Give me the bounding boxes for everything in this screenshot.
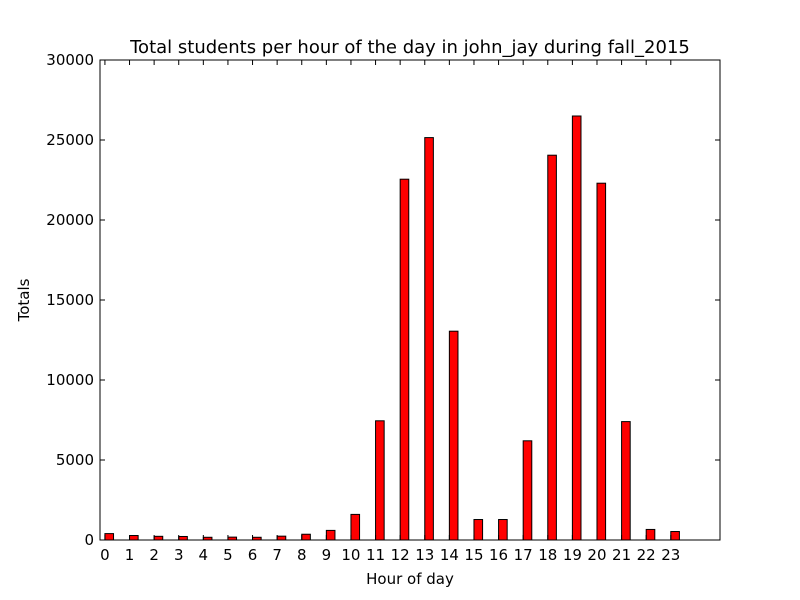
y-tick-label: 30000: [46, 51, 94, 69]
x-tick-label: 12: [391, 546, 410, 564]
y-axis-label: Totals: [15, 278, 33, 322]
bar-hour-20: [596, 182, 607, 541]
x-tick-label: 13: [415, 546, 434, 564]
bar-hour-7: [276, 535, 287, 541]
x-tick-label: 2: [149, 546, 159, 564]
x-tick-label: 19: [563, 546, 582, 564]
x-axis-ticks: 0 1 2 3 4 5 6 7 8 9 10 11 12 13 14 15 16 17 18 19 20 21 22 23: [100, 60, 680, 564]
y-axis-ticks: 0 5000 10000 15000 20000 25000 30000: [46, 51, 720, 549]
bar-hour-2: [153, 535, 164, 541]
x-tick-label: 9: [322, 546, 332, 564]
bar-hour-14: [448, 330, 459, 541]
bar-hour-19: [571, 115, 582, 541]
x-tick-label: 3: [174, 546, 184, 564]
x-tick-label: 16: [489, 546, 508, 564]
bar-hour-21: [621, 421, 631, 541]
x-tick-label: 18: [538, 546, 557, 564]
x-tick-label: 17: [514, 546, 533, 564]
x-tick-label: 0: [100, 546, 110, 564]
x-tick-label: 20: [587, 546, 606, 564]
bar-hour-18: [547, 154, 557, 541]
bar-hour-16: [498, 519, 508, 541]
chart-title: Total students per hour of the day in jo…: [129, 37, 690, 58]
y-tick-label: 0: [84, 531, 94, 549]
bar-hour-12: [399, 178, 410, 541]
bars-group: [104, 115, 680, 541]
bar-hour-22: [645, 528, 656, 541]
bar-hour-23: [670, 531, 680, 541]
x-tick-label: 6: [248, 546, 258, 564]
bar-hour-13: [424, 137, 434, 541]
bar-hour-15: [473, 519, 484, 541]
y-tick-label: 5000: [56, 451, 94, 469]
bar-hour-0: [104, 533, 115, 541]
bar-hour-9: [325, 529, 336, 541]
bar-hour-1: [129, 535, 139, 541]
x-tick-label: 21: [612, 546, 631, 564]
x-tick-label: 8: [297, 546, 307, 564]
y-tick-label: 20000: [46, 211, 94, 229]
y-tick-label: 10000: [46, 371, 94, 389]
x-tick-label: 14: [440, 546, 459, 564]
x-axis-label: Hour of day: [366, 570, 454, 588]
x-tick-label: 10: [341, 546, 360, 564]
y-tick-label: 15000: [46, 291, 94, 309]
x-tick-label: 15: [464, 546, 483, 564]
x-tick-label: 7: [272, 546, 282, 564]
x-tick-label: 4: [199, 546, 209, 564]
bar-hour-3: [178, 535, 188, 541]
x-tick-label: 23: [661, 546, 680, 564]
x-tick-label: 1: [125, 546, 135, 564]
x-tick-label: 22: [637, 546, 656, 564]
bar-hour-8: [301, 533, 311, 541]
x-tick-label: 11: [366, 546, 385, 564]
plot-frame: [99, 59, 721, 541]
bar-hour-10: [350, 513, 361, 541]
bar-hour-11: [375, 420, 385, 541]
x-tick-label: 5: [223, 546, 233, 564]
bar-hour-17: [522, 440, 533, 541]
y-tick-label: 25000: [46, 131, 94, 149]
